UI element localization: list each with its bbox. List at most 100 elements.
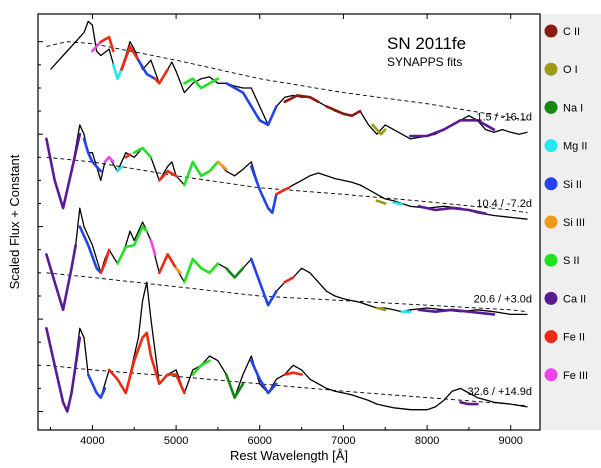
legend-item: Fe III bbox=[544, 368, 588, 382]
x-tick-label: 5000 bbox=[164, 435, 188, 447]
legend-swatch bbox=[544, 330, 558, 344]
fit-segment-fe-ii bbox=[158, 253, 178, 275]
fit-segment-fe-ii bbox=[99, 248, 111, 275]
fit-segment-s-ii bbox=[191, 359, 211, 376]
plot-frame bbox=[37, 13, 541, 431]
legend-label: C II bbox=[563, 26, 580, 38]
legend-label: S II bbox=[563, 255, 580, 267]
legend-item: Fe II bbox=[544, 330, 585, 344]
axes: 4000 5000 6000 7000 8000 9000 bbox=[38, 14, 523, 447]
fit-segment-fe-ii bbox=[283, 371, 303, 376]
observed-spectrum bbox=[45, 124, 528, 220]
x-tick-label: 9000 bbox=[498, 435, 522, 447]
fit-segment-o-i bbox=[375, 306, 387, 312]
fit-segment-ca-ii bbox=[45, 243, 77, 312]
epoch-label: 20.6 / +3.0d bbox=[474, 293, 532, 305]
spectrum-2: 10.4 / -7.2d bbox=[45, 124, 532, 220]
fit-segment-fe-ii bbox=[275, 186, 291, 196]
fit-segment-si-iii bbox=[174, 266, 182, 275]
y-axis-label: Scaled Flux + Constant bbox=[7, 154, 22, 289]
fit-segment-fe-iii bbox=[103, 156, 115, 164]
fit-segment-s-ii bbox=[183, 257, 220, 284]
legend-item: Na I bbox=[544, 100, 583, 114]
fit-segment-na-i bbox=[225, 266, 245, 279]
fit-segment-fe-ii bbox=[124, 153, 132, 159]
legend-swatch bbox=[544, 368, 558, 382]
legend-item: Si III bbox=[544, 215, 585, 229]
fit-segment-s-ii bbox=[132, 146, 153, 159]
fit-segment-mg-ii bbox=[112, 63, 123, 80]
chart-subtitle: SYNAPPS fits bbox=[387, 55, 462, 69]
legend-label: Ca II bbox=[563, 293, 586, 305]
fit-segment-ca-ii bbox=[459, 401, 479, 406]
fit-segment-fe-ii bbox=[120, 45, 140, 71]
fit-segment-si-ii bbox=[225, 82, 278, 127]
fit-segment-ca-ii bbox=[417, 205, 487, 215]
legend-label: Si II bbox=[563, 179, 582, 191]
spectrum-4: 32.6 / +14.9d bbox=[45, 281, 532, 413]
fit-segment-si-ii bbox=[250, 359, 278, 395]
fit-segment-si-ii bbox=[250, 165, 278, 215]
fit-segment-si-ii bbox=[250, 257, 278, 307]
fit-segment-fe-ii bbox=[158, 169, 178, 182]
legend-item: Si II bbox=[544, 177, 582, 191]
legend-label: Fe III bbox=[563, 370, 588, 382]
legend-swatch bbox=[544, 253, 558, 267]
chart-title: SN 2011fe bbox=[387, 34, 466, 53]
fit-segment-c-ii bbox=[325, 105, 362, 117]
legend-swatch bbox=[544, 139, 558, 153]
legend-label: O I bbox=[563, 64, 578, 76]
fit-segment-o-i bbox=[371, 123, 387, 136]
fit-segment-mg-ii bbox=[116, 165, 123, 173]
legend-label: Si III bbox=[563, 217, 585, 229]
legend-item: Ca II bbox=[544, 291, 586, 305]
x-tick-label: 6000 bbox=[247, 435, 271, 447]
epoch-label: 10.4 / -7.2d bbox=[476, 198, 532, 210]
legend-label: Fe II bbox=[563, 332, 585, 344]
spectrum-3: 20.6 / +3.0d bbox=[45, 207, 532, 316]
fit-segment-na-i bbox=[225, 373, 245, 399]
fit-segment-si-iii bbox=[216, 160, 228, 171]
legend-swatch bbox=[544, 100, 558, 114]
plot-area: 1.5 / -16.1d 10.4 / -7.2d 20.6 / +3.0d 32.6… bbox=[45, 20, 532, 413]
legend-item: Mg II bbox=[544, 139, 587, 153]
legend-swatch bbox=[544, 215, 558, 229]
legend-item: O I bbox=[544, 62, 578, 76]
x-tick-label: 8000 bbox=[415, 435, 439, 447]
legend-swatch bbox=[544, 177, 558, 191]
legend-swatch bbox=[544, 291, 558, 305]
epoch-label: 32.6 / +14.9d bbox=[467, 386, 532, 398]
x-axis-label: Rest Wavelength [Å] bbox=[230, 448, 348, 463]
legend-item: C II bbox=[544, 24, 580, 38]
fit-segment-ca-ii bbox=[417, 308, 496, 316]
fit-segment-si-ii bbox=[82, 137, 103, 173]
x-tick-label: 7000 bbox=[331, 435, 355, 447]
fit-segment-si-ii bbox=[137, 58, 157, 80]
fit-segment-o-i bbox=[375, 199, 387, 205]
fit-segment-ca-ii bbox=[45, 132, 82, 210]
fit-segment-c-ii bbox=[283, 94, 320, 104]
fit-segment-fe-iii bbox=[149, 239, 157, 256]
fit-segment-fe-iii bbox=[91, 40, 103, 53]
spectrum-1: 1.5 / -16.1d bbox=[46, 20, 532, 140]
fit-segment-mg-ii bbox=[392, 201, 404, 206]
legend-item: S II bbox=[544, 253, 580, 267]
legend-swatch bbox=[544, 24, 558, 38]
fit-segment-ca-ii bbox=[409, 119, 496, 138]
legend: C II O I Na I Mg II Si II Si III S II Ca II Fe I… bbox=[544, 24, 588, 382]
fit-segment-fe-ii bbox=[153, 68, 169, 85]
fit-segment-fe-ii bbox=[107, 331, 186, 395]
fit-segment-s-ii bbox=[183, 77, 220, 90]
fit-segment-s-ii bbox=[116, 225, 149, 265]
epoch-label: 1.5 / -16.1d bbox=[476, 111, 532, 123]
fit-segment-ca-ii bbox=[45, 327, 82, 413]
x-tick-label: 4000 bbox=[80, 435, 104, 447]
fit-segment-si-ii bbox=[78, 225, 103, 275]
fit-segment-s-ii bbox=[183, 160, 220, 187]
fit-segment-fe-ii bbox=[283, 276, 295, 284]
legend-label: Na I bbox=[563, 102, 583, 114]
legend-swatch bbox=[544, 62, 558, 76]
legend-label: Mg II bbox=[563, 141, 587, 153]
fit-segment-si-ii bbox=[86, 373, 107, 399]
